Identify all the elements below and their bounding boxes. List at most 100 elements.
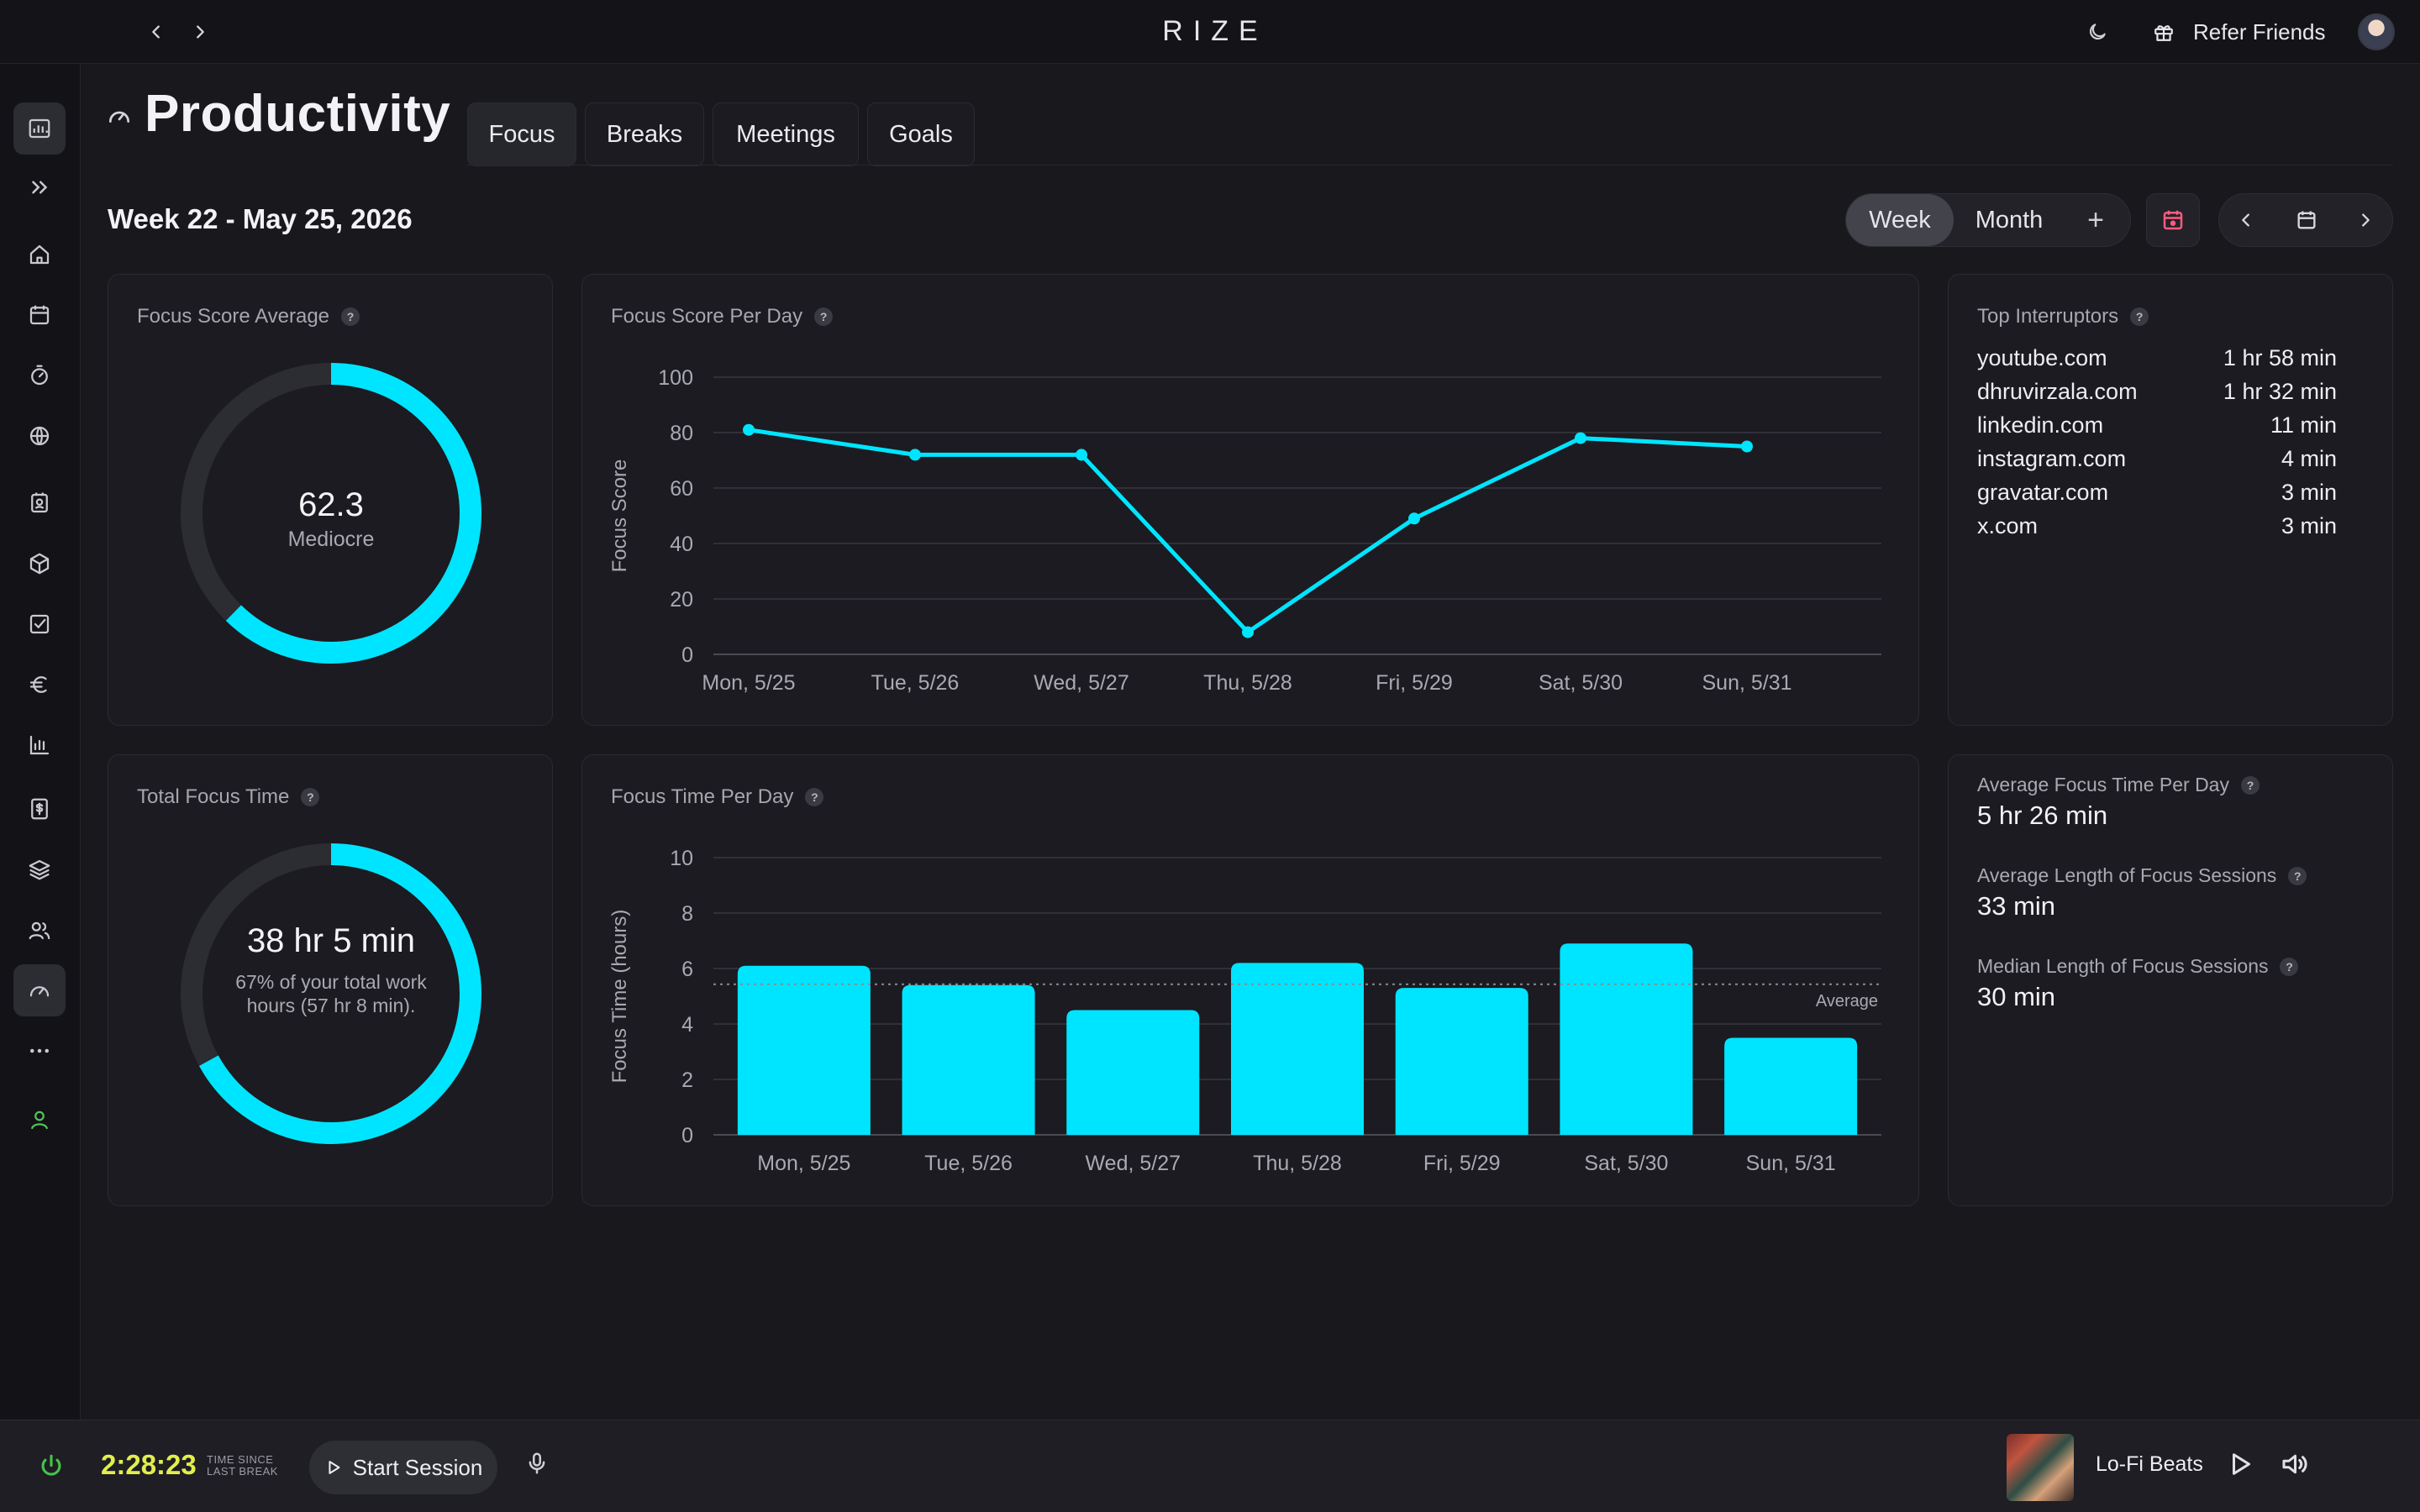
bar[interactable] (1066, 1010, 1200, 1136)
x-tick-label: Tue, 5/26 (924, 1152, 1013, 1175)
focus-score-value: 62.3 (298, 486, 364, 523)
sidebar-item-calendar[interactable] (13, 289, 66, 341)
range-toggle: Week Month + (1845, 193, 2131, 247)
calendar-icon (29, 305, 50, 325)
layers-icon (29, 859, 50, 880)
bar-chart-icon (29, 735, 50, 755)
checkbox-icon (29, 614, 50, 634)
bar[interactable] (1560, 943, 1693, 1135)
stat-label: Average Focus Time Per Day (1977, 774, 2229, 795)
data-point[interactable] (743, 423, 755, 436)
sidebar-item-home[interactable] (13, 228, 66, 281)
dark-mode-toggle-icon[interactable] (2082, 17, 2112, 47)
total-focus-time-value: 38 hr 5 min (246, 922, 416, 959)
help-icon[interactable]: ? (341, 307, 360, 326)
tab-meetings[interactable]: Meetings (713, 102, 859, 166)
card-title: Total Focus Time (137, 785, 290, 808)
sidebar-item-dashboard[interactable] (13, 102, 66, 155)
top-interruptors-card: Top Interruptors ? youtube.com 1 hr 58 m… (1948, 274, 2393, 726)
sidebar-item-profile[interactable] (13, 1094, 66, 1146)
y-tick-label: 4 (681, 1013, 693, 1037)
x-tick-label: Sun, 5/31 (1702, 671, 1791, 695)
tab-goals[interactable]: Goals (867, 102, 975, 166)
play-icon[interactable] (2225, 1449, 2255, 1479)
interruptor-site: youtube.com (1977, 345, 2107, 370)
timer-caption-line: TIME SINCE (207, 1453, 274, 1466)
volume-icon[interactable] (2279, 1449, 2309, 1479)
list-item[interactable]: gravatar.com 3 min (1977, 480, 2337, 513)
user-icon (31, 1110, 48, 1130)
help-icon[interactable]: ? (2130, 307, 2149, 326)
sidebar-item-reports[interactable] (13, 719, 66, 771)
play-icon (329, 1461, 340, 1474)
bar[interactable] (902, 984, 1035, 1135)
data-point[interactable] (909, 449, 921, 461)
add-range-button[interactable]: + (2087, 203, 2104, 236)
list-item[interactable]: dhruvirzala.com 1 hr 32 min (1977, 379, 2337, 412)
data-point[interactable] (1408, 512, 1420, 525)
help-icon[interactable]: ? (805, 788, 824, 806)
x-tick-label: Sat, 5/30 (1539, 671, 1623, 695)
gauge-icon (29, 986, 50, 997)
power-icon[interactable] (37, 1452, 66, 1481)
list-item[interactable]: x.com 3 min (1977, 513, 2337, 547)
data-point[interactable] (1242, 626, 1254, 638)
sidebar-item-timer[interactable] (13, 349, 66, 402)
list-item[interactable]: youtube.com 1 hr 58 min (1977, 345, 2337, 379)
bar[interactable] (737, 965, 871, 1135)
focus-score-per-day-card: Focus Score Per Day ? 0 20 40 60 80 100 Focus … (581, 274, 1919, 726)
tab-breaks[interactable]: Breaks (585, 102, 704, 166)
start-session-button[interactable]: Start Session (309, 1441, 497, 1494)
list-item[interactable]: instagram.com 4 min (1977, 446, 2337, 480)
sidebar-item-contacts[interactable] (13, 477, 66, 529)
focus-score-line-chart: 0 20 40 60 80 100 Focus Score Mon, 5/25 Tue, 5/2… (608, 366, 1881, 695)
data-point[interactable] (1575, 432, 1586, 444)
sidebar-item-productivity[interactable] (13, 964, 66, 1016)
calendar-picker-icon[interactable] (2281, 194, 2332, 246)
sidebar-item-billing[interactable] (13, 659, 66, 711)
sidebar-item-expand[interactable] (13, 161, 66, 213)
interruptor-site: linkedin.com (1977, 412, 2104, 438)
next-week-icon[interactable] (2340, 194, 2391, 246)
help-icon[interactable]: ? (2280, 957, 2299, 976)
bar[interactable] (1395, 988, 1528, 1135)
data-point[interactable] (1741, 440, 1753, 453)
help-icon[interactable]: ? (814, 307, 834, 326)
x-tick-label: Wed, 5/27 (1086, 1152, 1181, 1175)
help-icon[interactable]: ? (2240, 775, 2260, 795)
bottom-bar: 2:28:23 TIME SINCE LAST BREAK Start Sess… (0, 1420, 2420, 1512)
sidebar-item-tasks[interactable] (13, 598, 66, 650)
sidebar-item-projects[interactable] (13, 538, 66, 590)
week-button[interactable]: Week (1846, 194, 1954, 246)
month-button[interactable]: Month (1975, 206, 2044, 234)
y-tick-label: 10 (670, 847, 693, 870)
x-tick-label: Mon, 5/25 (702, 671, 795, 695)
forward-arrow-icon[interactable] (185, 17, 215, 47)
focus-score-donut (181, 363, 481, 664)
help-icon[interactable]: ? (301, 788, 320, 806)
calendar-today-icon (2163, 210, 2183, 230)
y-axis-label: Focus Time (hours) (608, 910, 631, 1084)
tab-focus[interactable]: Focus (467, 102, 576, 166)
help-icon[interactable]: ? (2288, 866, 2307, 885)
avatar[interactable] (2358, 13, 2395, 50)
sidebar-item-layers[interactable] (13, 843, 66, 895)
refer-friends-button[interactable]: Refer Friends (2153, 15, 2326, 49)
sidebar-item-invoices[interactable] (13, 783, 66, 835)
data-point[interactable] (1076, 449, 1087, 461)
sidebar-item-team[interactable] (13, 904, 66, 956)
previous-week-icon[interactable] (2221, 194, 2271, 246)
dashboard-icon (29, 118, 50, 139)
y-tick-label: 8 (681, 902, 693, 926)
bar[interactable] (1724, 1037, 1858, 1136)
sidebar-item-more[interactable] (13, 1025, 66, 1077)
back-arrow-icon[interactable] (141, 17, 171, 47)
microphone-icon[interactable] (524, 1451, 550, 1476)
list-item[interactable]: linkedin.com 11 min (1977, 412, 2337, 446)
x-tick-label: Mon, 5/25 (757, 1152, 850, 1175)
average-label: Average (1816, 992, 1878, 1011)
y-tick-label: 80 (670, 422, 693, 445)
today-calendar-button[interactable] (2146, 193, 2200, 247)
bar[interactable] (1231, 963, 1364, 1135)
sidebar-item-web[interactable] (13, 410, 66, 462)
